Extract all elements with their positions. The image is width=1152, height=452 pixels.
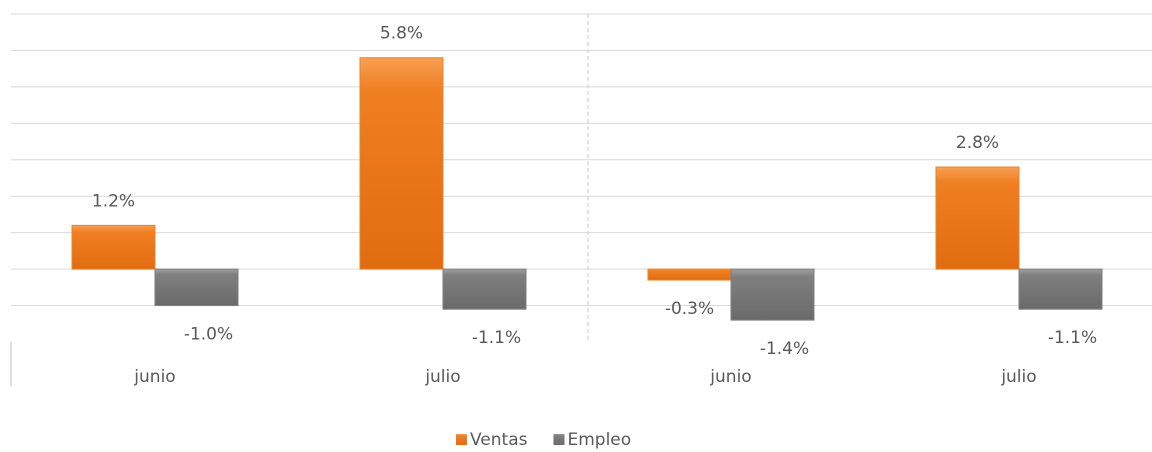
x-tick-label: junio — [709, 367, 751, 387]
x-tick-label: junio — [133, 367, 175, 387]
legend-label: Ventas — [470, 430, 528, 450]
bar — [154, 268, 239, 307]
bar — [442, 268, 527, 310]
bar — [730, 268, 815, 321]
x-tick-label: julio — [1000, 367, 1036, 387]
data-label: 2.8% — [956, 133, 999, 153]
bar — [935, 166, 1020, 270]
data-label: -1.1% — [472, 328, 521, 348]
data-label: -1.0% — [184, 325, 233, 345]
data-label: -1.4% — [760, 339, 809, 359]
data-label: -0.3% — [665, 299, 714, 319]
legend-swatch — [553, 434, 565, 445]
bar — [71, 224, 156, 270]
bar — [647, 268, 732, 281]
legend-swatch — [456, 434, 467, 445]
bar — [359, 57, 444, 270]
data-label: 1.2% — [92, 191, 135, 211]
bar — [1018, 268, 1103, 310]
legend-label: Empleo — [567, 430, 631, 450]
data-label: -1.1% — [1048, 328, 1097, 348]
x-tick-label: julio — [424, 367, 460, 387]
data-label: 5.8% — [380, 24, 423, 44]
